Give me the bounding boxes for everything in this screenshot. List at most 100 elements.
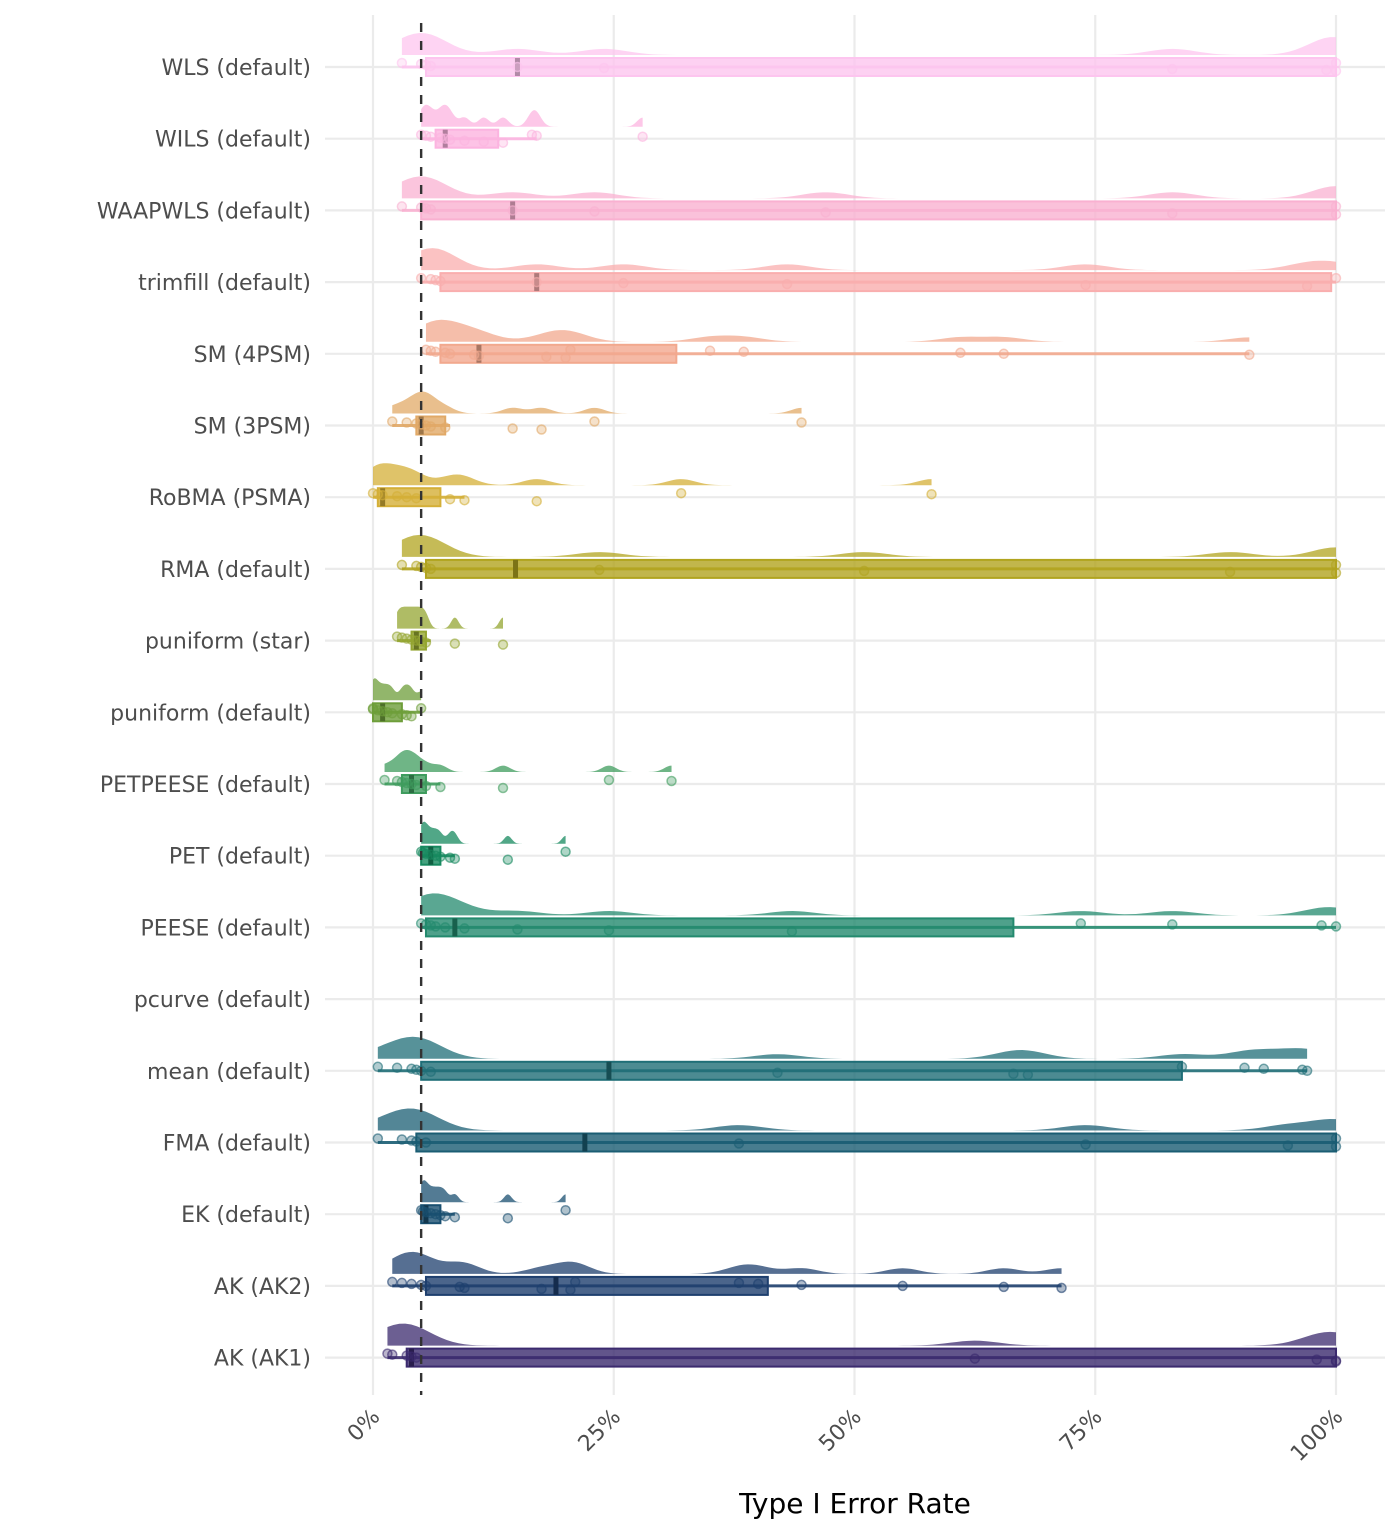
data-point: [531, 495, 542, 507]
data-point: [589, 206, 600, 217]
data-point: [1301, 1065, 1313, 1077]
data-point: [411, 492, 422, 504]
data-point: [1330, 57, 1342, 69]
y-tick-label: PET (default): [169, 845, 311, 870]
series-group: [391, 606, 509, 651]
density-cloud: [421, 821, 566, 844]
data-point: [396, 201, 408, 212]
data-point: [430, 346, 441, 358]
y-tick-label: FMA (default): [163, 1132, 311, 1157]
data-point: [435, 851, 446, 862]
data-point: [391, 1062, 403, 1074]
data-point: [531, 130, 542, 141]
box-iqr: [424, 57, 1337, 77]
x-tick-label: 75%: [1055, 1405, 1107, 1457]
data-point: [675, 487, 687, 499]
data-point: [379, 774, 390, 786]
series-group: [382, 1323, 1342, 1368]
data-point: [897, 1280, 908, 1292]
data-point: [594, 564, 605, 576]
data-point: [603, 925, 615, 936]
data-point: [459, 135, 470, 146]
data-point: [502, 1212, 514, 1224]
data-point: [820, 207, 831, 218]
data-point: [560, 352, 571, 364]
data-point: [401, 491, 412, 503]
data-point: [449, 853, 461, 864]
data-point: [497, 639, 509, 650]
series-group: [415, 821, 571, 866]
data-point: [459, 494, 470, 506]
data-point: [406, 1278, 417, 1290]
data-point: [1330, 1356, 1342, 1367]
y-tick-label: puniform (star): [145, 630, 311, 655]
data-point: [858, 565, 870, 577]
data-point: [372, 1061, 384, 1073]
data-point: [507, 205, 518, 216]
data-point: [1056, 1282, 1067, 1294]
data-point: [786, 926, 798, 937]
x-tick-label: 100%: [1286, 1405, 1348, 1467]
data-point: [536, 1283, 547, 1295]
y-tick-label: trimfill (default): [138, 271, 311, 296]
data-point: [439, 422, 451, 433]
y-tick-label: puniform (default): [110, 701, 311, 726]
data-point: [1330, 201, 1342, 212]
data-point: [1282, 1140, 1294, 1151]
density-cloud: [387, 1323, 1336, 1346]
data-point: [1330, 559, 1342, 571]
data-point: [449, 1211, 461, 1223]
series-group: [415, 104, 648, 149]
density-cloud: [377, 1036, 1308, 1059]
data-point: [420, 1280, 432, 1292]
data-point: [430, 921, 441, 932]
series-group: [396, 176, 1342, 221]
box-iqr: [420, 1060, 1183, 1081]
data-point: [1167, 208, 1178, 219]
series-group: [372, 1036, 1313, 1081]
data-point: [439, 1210, 451, 1222]
data-point: [1075, 918, 1087, 929]
density-cloud: [425, 319, 1250, 342]
data-point: [796, 1279, 807, 1291]
data-point: [1311, 1354, 1322, 1365]
box-iqr: [424, 1275, 769, 1296]
box-iqr: [415, 1132, 1337, 1153]
box-iqr: [420, 200, 1337, 221]
density-cloud: [421, 1180, 566, 1203]
data-point: [733, 1277, 745, 1289]
density-cloud: [373, 463, 932, 486]
data-point: [425, 421, 437, 432]
data-point: [1080, 279, 1091, 291]
density-cloud: [401, 176, 1336, 199]
data-point: [569, 1276, 581, 1288]
data-point: [396, 1277, 408, 1289]
box-iqr: [439, 272, 1333, 293]
data-point: [396, 57, 408, 69]
data-point: [1244, 349, 1255, 361]
y-tick-label: RMA (default): [160, 558, 311, 583]
data-point: [565, 344, 576, 356]
data-point: [411, 1136, 422, 1147]
data-point: [1330, 567, 1342, 579]
data-point: [796, 417, 807, 428]
data-point: [435, 275, 446, 287]
data-point: [1330, 1133, 1342, 1144]
y-tick-label: PETPEESE (default): [100, 773, 311, 798]
data-point: [1330, 1141, 1342, 1152]
y-tick-label: SM (3PSM): [194, 415, 311, 440]
density-cloud: [421, 893, 1336, 916]
box-iqr: [405, 1347, 1337, 1368]
series-group: [415, 893, 1342, 938]
series-group: [415, 248, 1342, 293]
data-point: [565, 1284, 576, 1296]
data-point: [1301, 280, 1313, 292]
data-point: [738, 346, 750, 358]
data-point: [772, 1067, 783, 1079]
data-point: [998, 1281, 1010, 1293]
y-tick-label: PEESE (default): [141, 916, 312, 941]
vertical-gridlines: [371, 15, 1338, 1395]
density-cloud: [401, 33, 1336, 55]
data-point: [391, 490, 403, 502]
data-point: [411, 779, 422, 791]
